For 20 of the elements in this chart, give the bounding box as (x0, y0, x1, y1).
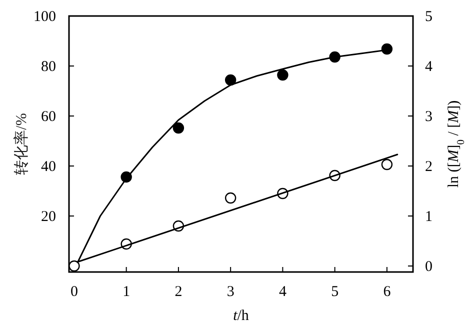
y-tick-label: 80 (41, 59, 56, 75)
y-tick-label: 20 (41, 209, 56, 225)
x-tick-label: 6 (383, 284, 392, 300)
x-tick-label: 1 (122, 284, 130, 300)
y-tick-label: 40 (41, 159, 56, 175)
y-tick-label: 60 (41, 109, 56, 125)
x-tick-label: 2 (174, 284, 182, 300)
y2-tick-label: 1 (425, 209, 432, 225)
y2-tick-label: 2 (425, 159, 432, 175)
x-tick-label: 4 (278, 284, 287, 300)
y2-tick-label: 4 (425, 59, 433, 75)
x-tick-label: 3 (226, 284, 234, 300)
y-tick-label: 100 (34, 9, 56, 25)
y-axis-title: 转化率/% (13, 113, 30, 175)
y2-tick-label: 3 (425, 109, 432, 125)
x-tick-label: 5 (331, 284, 339, 300)
y2-tick-label: 5 (425, 9, 432, 25)
x-axis-title: t/h (233, 308, 250, 324)
x-tick-label: 0 (70, 284, 78, 300)
y2-tick-label: 0 (425, 259, 432, 275)
